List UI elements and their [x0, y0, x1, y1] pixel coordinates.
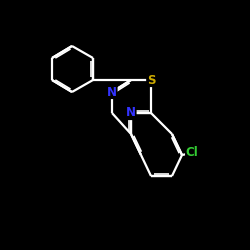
Text: Cl: Cl	[186, 146, 198, 160]
Text: N: N	[126, 106, 136, 120]
Text: S: S	[147, 74, 155, 86]
Text: N: N	[107, 86, 117, 98]
